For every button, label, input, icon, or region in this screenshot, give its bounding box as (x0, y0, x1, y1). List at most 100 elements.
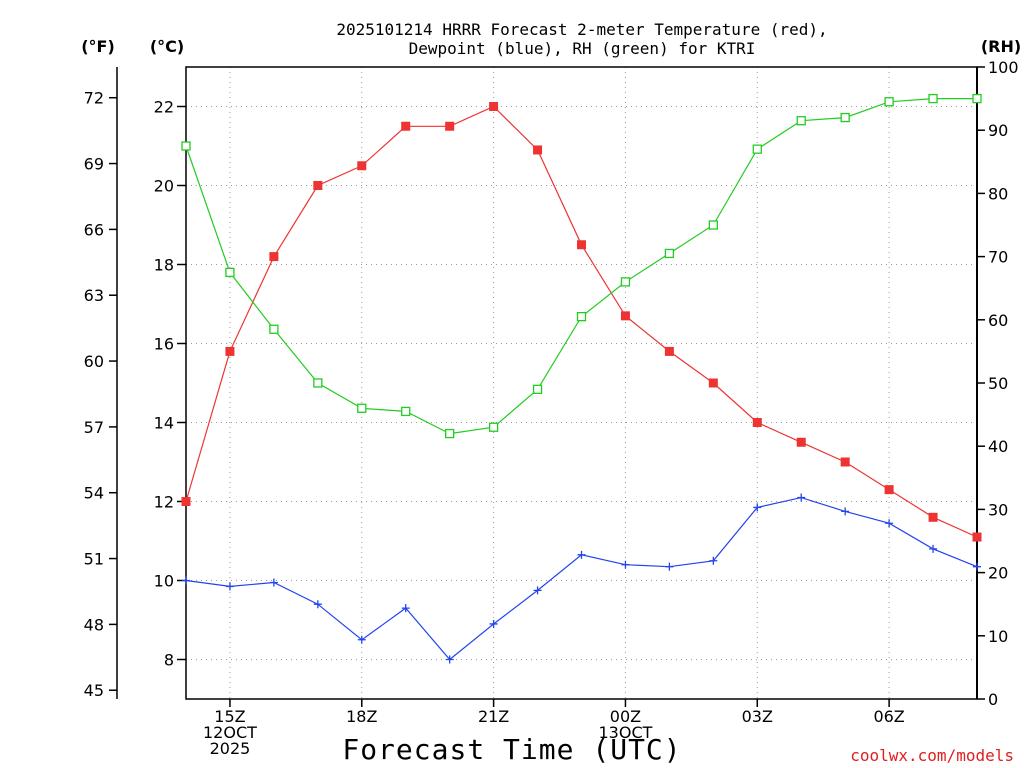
grid-layer (186, 67, 977, 699)
point-rh-5 (401, 406, 411, 417)
point-2-meter-temperature-2 (269, 252, 279, 262)
point-2-meter-temperature-11 (664, 346, 674, 356)
rh-tick-label-100: 100 (988, 58, 1019, 77)
celsius-tick-label-12: 12 (154, 493, 174, 512)
celsius-tick-label-16: 16 (154, 335, 174, 354)
axes-layer: 8 10 12 14 16 18 20 22 45 48 51 54 57 60 63 66 69 72 0 10 20… (84, 58, 1019, 758)
rh-tick-label-60: 60 (988, 311, 1008, 330)
point-2-meter-temperature-7 (489, 102, 499, 111)
fahrenheit-tick-label-54: 54 (84, 484, 104, 503)
x-tick-label-24-1: 13OCT (598, 723, 652, 742)
celsius-tick-label-14: 14 (154, 414, 174, 433)
fahrenheit-tick-label-57: 57 (84, 418, 104, 437)
point-2-meter-temperature-3 (313, 181, 323, 190)
rh-tick-label-30: 30 (988, 500, 1008, 519)
point-dewpoint-15 (841, 507, 850, 516)
point-2-meter-temperature-10 (620, 311, 630, 321)
point-rh-6 (445, 428, 455, 439)
point-rh-16 (884, 97, 894, 107)
point-dewpoint-8 (533, 586, 542, 595)
rh-tick-label-10: 10 (988, 627, 1008, 646)
celsius-tick-label-20: 20 (154, 177, 174, 196)
series-layer (181, 93, 982, 664)
celsius-tick-label-8: 8 (164, 651, 174, 670)
point-2-meter-temperature-1 (225, 346, 235, 356)
fahrenheit-tick-label-45: 45 (84, 681, 104, 700)
point-2-meter-temperature-8 (533, 145, 543, 155)
point-dewpoint-9 (577, 550, 586, 559)
x-tick-label-15-1: 12OCT (203, 723, 257, 742)
point-rh-1 (225, 267, 235, 278)
point-2-meter-temperature-18 (972, 532, 982, 542)
x-tick-label-30-0: 06Z (873, 707, 904, 726)
point-2-meter-temperature-9 (577, 240, 586, 250)
point-rh-18 (972, 93, 982, 104)
celsius-tick-label-18: 18 (154, 256, 174, 275)
celsius-unit-label: (°C) (150, 37, 184, 56)
fahrenheit-tick-label-51: 51 (84, 550, 104, 569)
chart-title-line-2: Dewpoint (blue), RH (green) for KTRI (409, 39, 756, 58)
point-dewpoint-13 (753, 503, 762, 512)
point-2-meter-temperature-14 (796, 437, 806, 447)
point-dewpoint-0 (182, 576, 190, 585)
x-tick-label-24-0: 00Z (610, 707, 641, 726)
fahrenheit-tick-label-60: 60 (84, 352, 104, 371)
point-2-meter-temperature-5 (401, 121, 411, 131)
fahrenheit-tick-label-72: 72 (84, 89, 104, 108)
x-axis-label: Forecast Time (UTC) (342, 733, 681, 766)
point-rh-14 (796, 116, 806, 126)
point-dewpoint-2 (269, 578, 278, 587)
x-tick-label-21-0: 21Z (478, 707, 509, 726)
point-rh-17 (928, 93, 938, 104)
point-2-meter-temperature-16 (884, 485, 894, 495)
point-rh-0 (181, 141, 191, 151)
point-rh-8 (532, 384, 543, 394)
point-dewpoint-5 (401, 604, 410, 613)
rh-tick-label-90: 90 (988, 121, 1008, 140)
x-tick-label-15-2: 2025 (210, 739, 251, 758)
rh-unit-label: (RH) (981, 37, 1021, 56)
chart-title-line-1: 2025101214 HRRR Forecast 2-meter Tempera… (336, 20, 827, 39)
x-tick-label-15-0: 15Z (214, 707, 245, 726)
point-dewpoint-3 (313, 600, 322, 609)
point-rh-9 (576, 311, 587, 322)
point-dewpoint-16 (885, 519, 894, 528)
point-dewpoint-14 (797, 493, 806, 502)
point-dewpoint-4 (357, 635, 366, 644)
point-dewpoint-11 (665, 562, 674, 571)
fahrenheit-tick-label-69: 69 (84, 155, 104, 174)
point-2-meter-temperature-6 (445, 121, 455, 131)
rh-tick-label-80: 80 (988, 184, 1008, 203)
celsius-tick-label-22: 22 (154, 98, 174, 117)
point-dewpoint-17 (929, 544, 938, 553)
point-rh-10 (620, 277, 631, 287)
fahrenheit-unit-label: (°F) (81, 37, 115, 56)
rh-tick-label-0: 0 (988, 690, 998, 709)
x-tick-label-18-0: 18Z (346, 707, 377, 726)
point-rh-12 (708, 220, 718, 230)
fahrenheit-tick-label-63: 63 (84, 286, 104, 305)
x-tick-label-27-0: 03Z (742, 707, 773, 726)
point-rh-7 (488, 422, 499, 432)
rh-tick-label-70: 70 (988, 248, 1008, 267)
point-dewpoint-10 (621, 560, 630, 569)
point-rh-11 (664, 248, 675, 259)
point-dewpoint-6 (445, 655, 454, 664)
fahrenheit-tick-label-66: 66 (84, 220, 104, 239)
point-rh-13 (752, 144, 762, 154)
point-rh-2 (269, 324, 279, 334)
point-2-meter-temperature-0 (181, 497, 191, 506)
fahrenheit-tick-label-48: 48 (84, 615, 104, 634)
rh-tick-label-40: 40 (988, 437, 1008, 456)
point-dewpoint-12 (709, 556, 718, 565)
rh-tick-label-20: 20 (988, 564, 1008, 583)
point-dewpoint-18 (973, 562, 981, 571)
point-2-meter-temperature-15 (840, 457, 850, 467)
source-credit: coolwx.com/models (850, 746, 1014, 765)
celsius-tick-label-10: 10 (154, 572, 174, 591)
point-2-meter-temperature-17 (928, 512, 938, 522)
point-2-meter-temperature-4 (357, 161, 367, 171)
point-dewpoint-1 (225, 582, 234, 591)
